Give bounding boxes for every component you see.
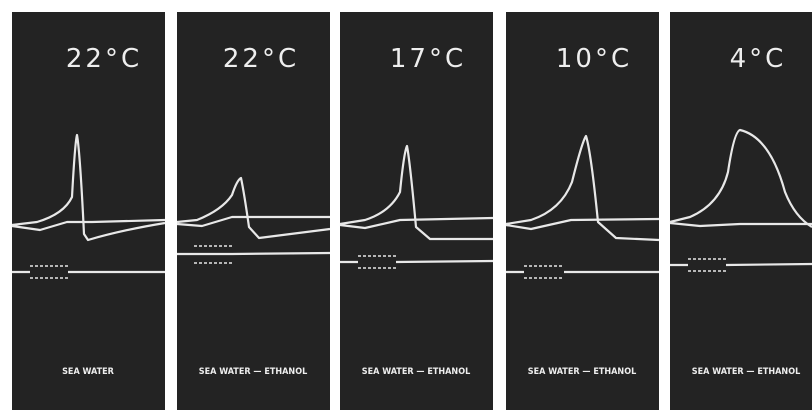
temperature: 10°C	[556, 44, 632, 74]
caption: SEA WATER — ETHANOL	[528, 367, 637, 377]
temperature: 22°C	[223, 44, 299, 74]
temperature: 4°C	[730, 44, 787, 74]
caption: SEA WATER — ETHANOL	[692, 367, 801, 377]
caption: SEA WATER	[62, 367, 115, 377]
caption: SEA WATER — ETHANOL	[199, 367, 308, 377]
caption: SEA WATER — ETHANOL	[362, 367, 471, 377]
panel: 17°C SEA WATER — ETHANOL	[340, 12, 493, 410]
panel: 22°C SEA WATER — ETHANOL	[177, 12, 330, 410]
figure: 22°C SEA WATER 22°C SEA WATER — ETHANOL …	[0, 0, 812, 410]
panel: 4°C SEA WATER — ETHANOL	[670, 12, 812, 410]
page: 22°C SEA WATER 22°C SEA WATER — ETHANOL …	[0, 0, 812, 410]
panel: 10°C SEA WATER — ETHANOL	[506, 12, 659, 410]
stimulus-line	[177, 253, 330, 254]
temperature: 17°C	[390, 44, 466, 74]
panel: 22°C SEA WATER	[12, 12, 165, 410]
temperature: 22°C	[66, 44, 142, 74]
